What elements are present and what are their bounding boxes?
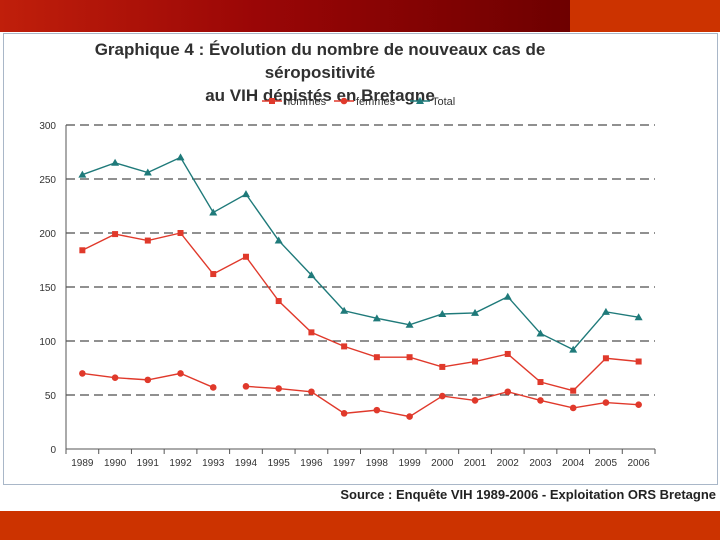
x-tick-label: 1989	[71, 458, 94, 469]
data-point-total-1996	[307, 271, 316, 279]
data-point-femmes-2006	[635, 401, 642, 409]
y-tick-label: 150	[39, 283, 56, 294]
data-point-hommes-1998	[373, 354, 380, 361]
slide-top-bar	[0, 0, 570, 32]
chart-frame	[3, 33, 718, 485]
x-tick-label: 1992	[169, 458, 192, 469]
y-tick-label: 200	[39, 229, 56, 240]
data-point-hommes-1993	[210, 271, 217, 278]
legend-marker-hommes	[269, 98, 275, 104]
data-point-femmes-1994	[242, 383, 250, 390]
data-point-femmes-1996	[308, 388, 315, 396]
x-tick-label: 1999	[398, 458, 421, 469]
data-point-hommes-1999	[406, 354, 413, 361]
x-tick-label: 2003	[529, 458, 552, 469]
data-point-total-1994	[241, 190, 250, 198]
series-line-hommes	[82, 232, 639, 392]
data-point-femmes-2000	[439, 392, 446, 400]
data-point-femmes-2004	[569, 404, 577, 412]
data-point-femmes-2003	[537, 397, 544, 404]
data-point-femmes-1992	[177, 370, 184, 377]
data-point-total-1991	[143, 168, 152, 176]
data-point-hommes-2002	[504, 350, 511, 357]
data-point-femmes-1991	[144, 376, 152, 384]
y-tick-label: 300	[39, 121, 56, 132]
x-tick-label: 2001	[464, 458, 487, 469]
data-point-total-2003	[536, 329, 545, 337]
legend-label-hommes: hommes	[284, 96, 327, 108]
x-tick-label: 1994	[235, 458, 258, 469]
source-note: Source : Enquête VIH 1989-2006 - Exploit…	[340, 487, 716, 502]
data-point-femmes-1998	[373, 406, 381, 414]
slide-top-bar-accent	[570, 0, 720, 32]
data-point-femmes-1995	[275, 385, 282, 392]
data-point-hommes-2005	[602, 355, 609, 362]
data-point-total-1990	[111, 158, 120, 166]
data-point-femmes-2005	[602, 399, 610, 406]
data-point-hommes-2004	[570, 387, 577, 394]
legend-label-total: Total	[432, 96, 455, 108]
data-point-femmes-1997	[340, 410, 348, 417]
data-point-total-2000	[438, 310, 447, 317]
legend-label-femmes: femmes	[356, 96, 396, 108]
data-point-total-2001	[471, 308, 480, 316]
data-point-hommes-2006	[635, 358, 642, 365]
data-point-femmes-1993	[209, 384, 217, 391]
y-tick-label: 100	[39, 337, 56, 348]
x-tick-label: 2004	[562, 458, 585, 469]
x-tick-label: 2005	[595, 458, 618, 469]
legend-marker-total	[416, 97, 424, 104]
x-tick-label: 1996	[300, 458, 323, 469]
data-point-hommes-2000	[439, 363, 446, 370]
series-line-femmes	[245, 385, 639, 418]
legend-marker-femmes	[340, 97, 348, 105]
y-tick-label: 0	[50, 445, 56, 456]
data-point-femmes-1990	[111, 374, 119, 382]
chart-title-line1: Graphique 4 : Évolution du nombre de nou…	[94, 40, 546, 82]
data-point-hommes-2003	[537, 379, 544, 386]
y-tick-label: 50	[45, 391, 57, 402]
data-point-total-1993	[209, 208, 218, 216]
data-point-hommes-1997	[341, 343, 348, 350]
data-point-total-2006	[634, 313, 643, 321]
chart-title-line2: au VIH dépistés en Bretagne	[205, 86, 435, 105]
x-tick-label: 1993	[202, 458, 225, 469]
data-point-femmes-2001	[471, 397, 479, 404]
data-point-hommes-1992	[177, 230, 184, 236]
data-point-total-1989	[78, 170, 87, 178]
y-tick-label: 250	[39, 175, 56, 186]
slide-bottom-bar	[0, 511, 720, 540]
data-point-hommes-2001	[472, 358, 479, 365]
data-point-hommes-1996	[308, 329, 315, 336]
x-tick-label: 1998	[366, 458, 389, 469]
x-tick-label: 1995	[268, 458, 291, 469]
chart-title: Graphique 4 : Évolution du nombre de nou…	[40, 38, 600, 107]
series-line-total	[82, 156, 639, 351]
data-point-total-2002	[503, 292, 512, 300]
data-point-femmes-1999	[406, 413, 413, 420]
data-point-total-1995	[274, 236, 283, 244]
x-tick-label: 1997	[333, 458, 356, 469]
x-tick-label: 2000	[431, 458, 454, 469]
data-point-femmes-2002	[504, 388, 512, 396]
data-point-total-1992	[176, 153, 185, 161]
data-point-total-2004	[569, 345, 578, 353]
x-tick-label: 2002	[497, 458, 520, 469]
data-point-femmes-1989	[79, 370, 86, 377]
data-point-hommes-1994	[242, 253, 249, 260]
data-point-total-2005	[601, 307, 610, 315]
data-point-total-1999	[405, 320, 414, 328]
data-point-hommes-1995	[275, 298, 282, 305]
data-point-hommes-1991	[144, 237, 151, 244]
x-tick-label: 1990	[104, 458, 127, 469]
data-point-total-1997	[340, 306, 349, 314]
x-tick-label: 1991	[137, 458, 160, 469]
data-point-hommes-1990	[112, 231, 119, 238]
x-tick-label: 2006	[628, 458, 651, 469]
data-point-total-1998	[372, 314, 381, 322]
data-point-hommes-1989	[79, 247, 86, 254]
